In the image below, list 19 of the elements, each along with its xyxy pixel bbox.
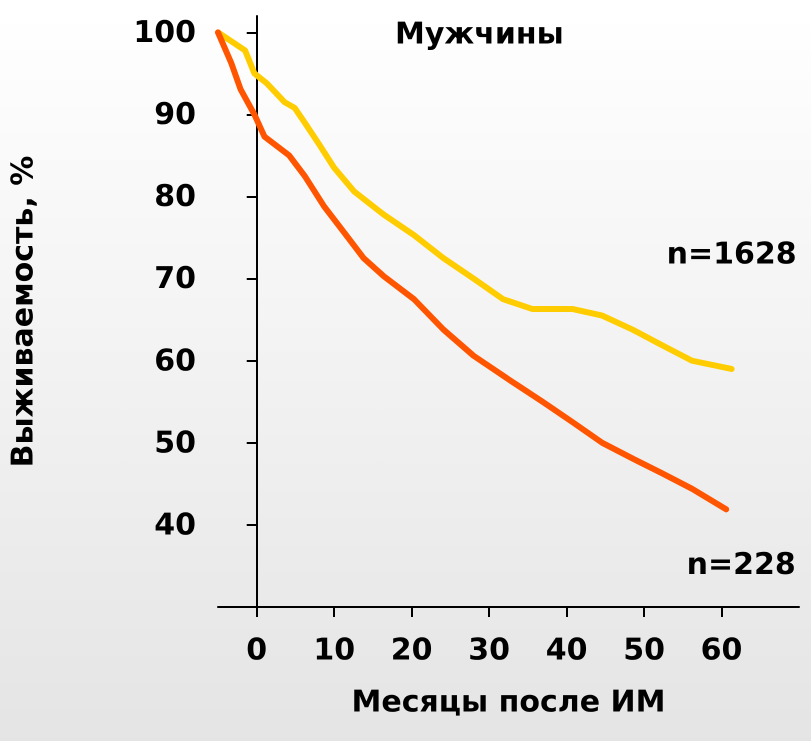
x-tick-label: 40 [546, 632, 588, 668]
y-tick-label: 70 [154, 261, 196, 296]
x-tick-label: 30 [468, 632, 510, 668]
x-tick-label: 20 [390, 632, 433, 668]
y-tick-label: 80 [154, 179, 196, 214]
x-tick-label: 50 [623, 632, 665, 668]
x-tick-label: 10 [313, 632, 356, 668]
y-tick-label: 90 [154, 97, 196, 132]
y-tick-label: 100 [133, 14, 196, 50]
annotation: n=228 [686, 546, 796, 582]
x-axis-title: Месяцы после ИМ [352, 684, 666, 720]
x-tick-label: 60 [700, 632, 742, 668]
y-axis-title: Выживаемость, % [6, 156, 40, 468]
x-tick-label: 0 [246, 632, 268, 668]
y-tick-label: 40 [154, 507, 196, 542]
annotation: n=1628 [666, 236, 797, 272]
y-tick-label: 60 [154, 343, 196, 378]
y-tick-label: 50 [154, 425, 196, 460]
chart-title: Мужчины [395, 16, 564, 52]
